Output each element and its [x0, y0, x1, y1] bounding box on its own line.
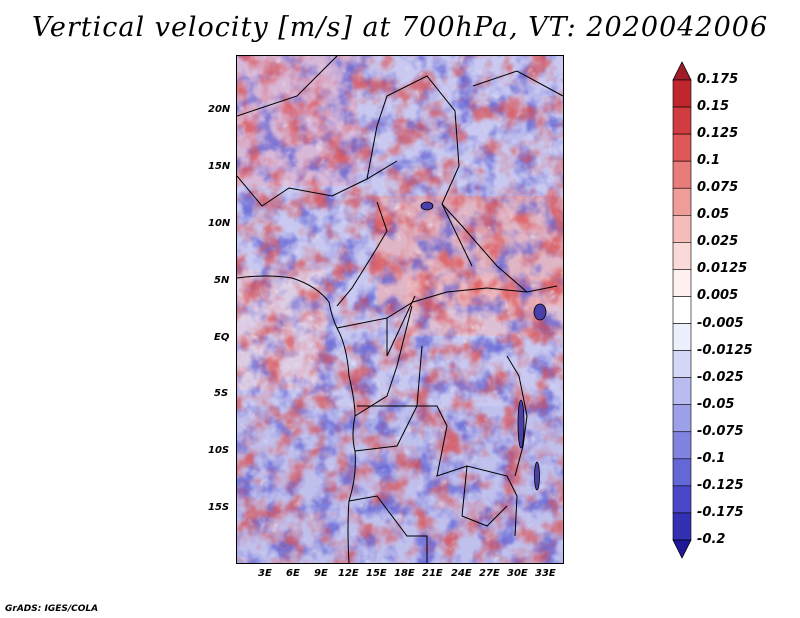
colorbar-max-triangle: [672, 61, 692, 81]
colorbar-bin: [672, 431, 692, 460]
colorbar-bin: [672, 160, 692, 189]
colorbar-label: 0.075: [697, 180, 739, 196]
colorbar-bin: [672, 79, 692, 108]
colorbar-label: -0.0125: [697, 342, 753, 358]
lon-label-12e: 12E: [338, 568, 359, 579]
lat-label-5n: 5N: [214, 275, 230, 286]
map-field: [237, 56, 563, 563]
lon-label-24e: 24E: [451, 568, 472, 579]
lat-label-10n: 10N: [208, 218, 231, 229]
colorbar-label: 0.05: [697, 207, 730, 223]
colorbar-label: -0.05: [697, 396, 735, 412]
colorbar-bin: [672, 512, 692, 541]
colorbar-label: 0.125: [697, 126, 739, 142]
colorbar-label: 0.005: [697, 288, 739, 304]
colorbar-label: 0.025: [697, 234, 739, 250]
colorbar-bin: [672, 458, 692, 487]
colorbar-label: -0.025: [697, 369, 744, 385]
colorbar-label: 0.15: [697, 99, 730, 115]
colorbar-label: -0.1: [697, 450, 726, 466]
credit-text: GrADS: IGES/COLA: [5, 604, 99, 614]
colorbar: [672, 61, 692, 559]
lon-label-21e: 21E: [422, 568, 443, 579]
colorbar-label: -0.075: [697, 423, 744, 439]
lat-label-5s: 5S: [214, 388, 229, 399]
lon-label-18e: 18E: [394, 568, 415, 579]
lat-label-eq: EQ: [214, 332, 230, 343]
colorbar-bin: [672, 377, 692, 406]
colorbar-label: 0.1: [697, 153, 721, 169]
colorbar-bin: [672, 323, 692, 351]
colorbar-bin: [672, 296, 692, 324]
colorbar-label: -0.005: [697, 315, 744, 331]
colorbar-label: -0.125: [697, 477, 744, 493]
colorbar-bin: [672, 133, 692, 162]
lon-label-9e: 9E: [314, 568, 328, 579]
colorbar-bin: [672, 350, 692, 378]
colorbar-label: -0.2: [697, 532, 726, 547]
colorbar-bin: [672, 214, 692, 243]
lon-label-33e: 33E: [535, 568, 556, 579]
lon-label-6e: 6E: [286, 568, 300, 579]
lat-label-20n: 20N: [208, 104, 231, 115]
colorbar-bin: [672, 106, 692, 135]
colorbar-bin: [672, 269, 692, 297]
colorbar-bin: [672, 242, 692, 270]
velocity-map: [236, 55, 564, 564]
colorbar-bin: [672, 404, 692, 433]
colorbar-label: 0.0125: [697, 261, 748, 277]
lon-label-30e: 30E: [507, 568, 528, 579]
colorbar-label: -0.175: [697, 504, 744, 520]
colorbar-min-triangle: [672, 539, 692, 559]
lon-label-3e: 3E: [258, 568, 272, 579]
lat-label-10s: 10S: [208, 445, 230, 456]
lat-label-15n: 15N: [208, 161, 231, 172]
colorbar-bin: [672, 187, 692, 216]
lon-label-15e: 15E: [366, 568, 387, 579]
lat-label-15s: 15S: [208, 502, 230, 513]
chart-title: Vertical velocity [m/s] at 700hPa, VT: 2…: [31, 12, 769, 43]
colorbar-label: 0.175: [697, 72, 739, 87]
lon-label-27e: 27E: [479, 568, 500, 579]
colorbar-bin: [672, 485, 692, 514]
